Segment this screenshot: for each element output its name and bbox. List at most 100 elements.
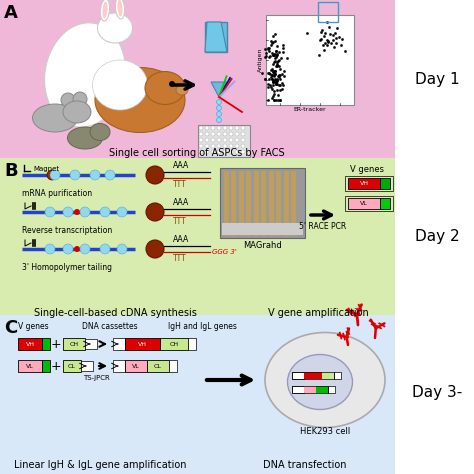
- Bar: [0, 158, 395, 315]
- Point: [258, 69, 266, 77]
- Bar: [345, 196, 393, 211]
- Point: [270, 72, 277, 79]
- Circle shape: [205, 150, 209, 154]
- Circle shape: [235, 144, 239, 148]
- Point: [276, 75, 283, 83]
- Bar: [380, 178, 390, 189]
- Circle shape: [223, 150, 227, 154]
- Point: [269, 52, 277, 59]
- Bar: [42, 360, 50, 372]
- Circle shape: [235, 138, 239, 142]
- Point: [262, 75, 269, 82]
- Polygon shape: [211, 82, 227, 97]
- Bar: [348, 178, 380, 189]
- Text: Day 3-: Day 3-: [412, 385, 462, 401]
- Point: [272, 96, 280, 104]
- Point: [275, 82, 283, 89]
- Point: [323, 18, 330, 26]
- Point: [270, 73, 278, 80]
- Point: [264, 44, 272, 52]
- Point: [265, 54, 273, 61]
- Text: C: C: [4, 319, 17, 337]
- Circle shape: [217, 118, 221, 122]
- Text: MAGrahd: MAGrahd: [243, 241, 282, 250]
- Circle shape: [199, 150, 203, 154]
- Bar: [125, 360, 147, 372]
- Point: [268, 71, 276, 79]
- Point: [269, 75, 276, 83]
- Point: [270, 58, 278, 65]
- Bar: [266, 15, 354, 105]
- Point: [276, 96, 284, 104]
- Point: [274, 96, 282, 104]
- Text: mRNA purification: mRNA purification: [22, 189, 92, 198]
- Text: +: +: [51, 337, 61, 350]
- Circle shape: [105, 170, 115, 180]
- Text: 5' RACE PCR: 5' RACE PCR: [300, 222, 346, 231]
- Point: [266, 52, 273, 60]
- Point: [333, 39, 340, 47]
- Point: [338, 35, 346, 42]
- Point: [274, 91, 282, 99]
- Text: Magnet: Magnet: [33, 166, 59, 172]
- Point: [270, 52, 277, 59]
- Point: [268, 73, 275, 81]
- Text: CH: CH: [69, 341, 79, 346]
- Point: [265, 70, 273, 77]
- Ellipse shape: [90, 124, 110, 140]
- Ellipse shape: [67, 127, 102, 149]
- Point: [333, 24, 341, 32]
- Ellipse shape: [115, 0, 125, 19]
- Circle shape: [205, 138, 209, 142]
- Circle shape: [199, 138, 203, 142]
- Point: [335, 33, 343, 41]
- Polygon shape: [205, 22, 227, 52]
- Point: [273, 75, 281, 83]
- Circle shape: [63, 244, 73, 254]
- Point: [273, 78, 280, 85]
- Point: [270, 68, 278, 75]
- Circle shape: [241, 144, 245, 148]
- Point: [329, 31, 337, 39]
- Point: [279, 48, 287, 56]
- Text: 3' Homopolymer tailing: 3' Homopolymer tailing: [22, 263, 112, 272]
- Circle shape: [217, 111, 221, 117]
- Text: Day 2: Day 2: [415, 228, 459, 244]
- Bar: [113, 360, 125, 372]
- Text: VL: VL: [360, 201, 368, 206]
- Point: [272, 81, 280, 88]
- Point: [263, 50, 270, 57]
- Bar: [292, 386, 328, 393]
- Text: AAA: AAA: [173, 235, 189, 244]
- Point: [269, 85, 276, 93]
- Circle shape: [229, 144, 233, 148]
- Point: [332, 29, 339, 37]
- Point: [330, 44, 337, 51]
- Point: [323, 36, 330, 44]
- Bar: [0, 0, 395, 158]
- Circle shape: [146, 166, 164, 184]
- Point: [273, 62, 281, 69]
- Ellipse shape: [102, 1, 108, 18]
- Ellipse shape: [92, 60, 147, 110]
- Point: [275, 62, 283, 70]
- Point: [316, 51, 323, 59]
- Point: [270, 77, 278, 84]
- Point: [283, 55, 291, 62]
- Point: [270, 79, 277, 86]
- Point: [273, 51, 281, 59]
- Text: TS-jPCR: TS-jPCR: [82, 375, 109, 381]
- Circle shape: [205, 132, 209, 136]
- Point: [277, 55, 284, 62]
- Bar: [316, 386, 328, 393]
- Point: [270, 96, 278, 104]
- Point: [269, 33, 277, 40]
- Circle shape: [45, 207, 55, 217]
- Point: [261, 46, 269, 53]
- Point: [273, 81, 281, 88]
- Circle shape: [241, 138, 245, 142]
- Point: [322, 29, 329, 37]
- Bar: [188, 338, 196, 350]
- Point: [320, 46, 328, 53]
- Circle shape: [100, 244, 110, 254]
